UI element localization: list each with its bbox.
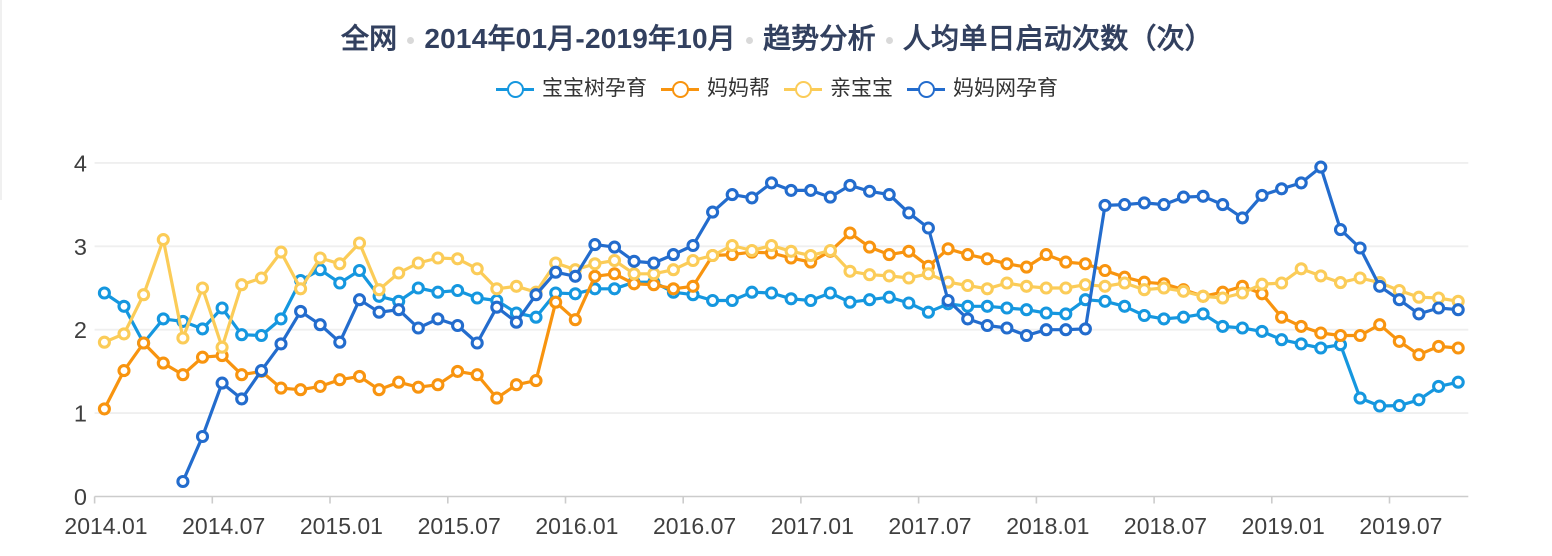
svg-text:2018.07: 2018.07 bbox=[1124, 513, 1207, 539]
svg-text:0: 0 bbox=[74, 484, 87, 510]
svg-text:2019.07: 2019.07 bbox=[1359, 513, 1442, 539]
svg-text:4: 4 bbox=[74, 150, 87, 176]
svg-text:2018.01: 2018.01 bbox=[1006, 513, 1089, 539]
svg-text:2016.07: 2016.07 bbox=[653, 513, 736, 539]
svg-text:2015.07: 2015.07 bbox=[418, 513, 501, 539]
svg-text:2019.01: 2019.01 bbox=[1242, 513, 1325, 539]
svg-text:2017.01: 2017.01 bbox=[771, 513, 854, 539]
svg-text:2014.07: 2014.07 bbox=[182, 513, 265, 539]
svg-text:2: 2 bbox=[74, 317, 87, 343]
svg-text:1: 1 bbox=[74, 401, 87, 427]
svg-text:2015.01: 2015.01 bbox=[300, 513, 383, 539]
svg-text:2014.01: 2014.01 bbox=[64, 513, 147, 539]
svg-text:3: 3 bbox=[74, 234, 87, 260]
svg-text:2017.07: 2017.07 bbox=[888, 513, 971, 539]
svg-text:2016.01: 2016.01 bbox=[535, 513, 618, 539]
